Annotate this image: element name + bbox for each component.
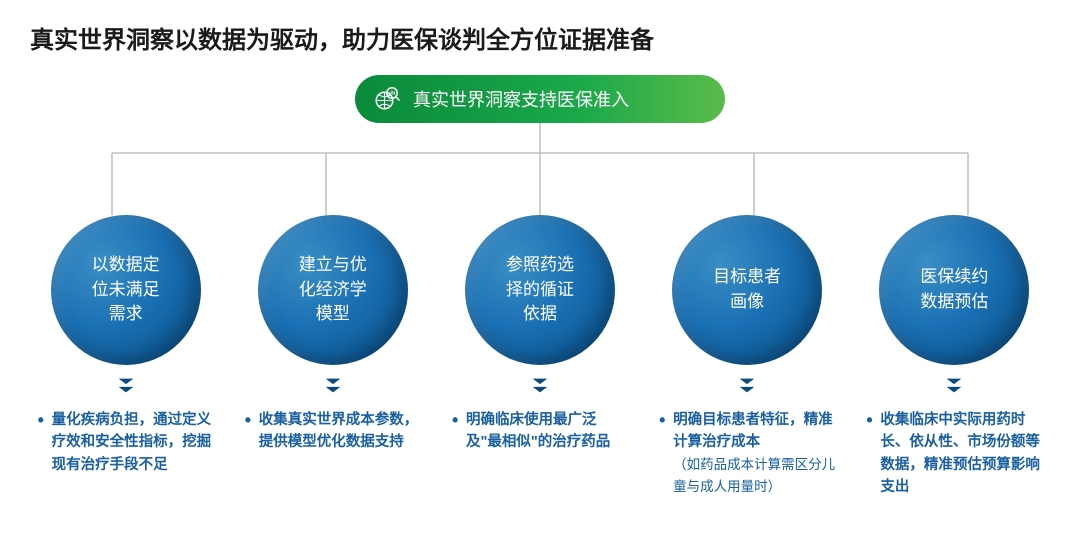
column-3: 参照药选择的循证依据明确临床使用最广泛及"最相似"的治疗药品 [450,215,630,499]
circle-node-3: 参照药选择的循证依据 [465,215,615,365]
circle-text-line: 数据预估 [920,290,988,315]
bullet-text-4: 明确目标患者特征，精准计算治疗成本（如药品成本计算需区分儿童与成人用量时） [657,409,837,499]
header-label: 真实世界洞察支持医保准入 [413,86,629,112]
column-5: 医保续约数据预估收集临床中实际用药时长、依从性、市场份额等数据，精准预估预算影响… [864,215,1044,499]
column-1: 以数据定位未满足需求量化疾病负担，通过定义疗效和安全性指标，挖掘现有治疗手段不足 [36,215,216,499]
circle-text-line: 参照药选 [506,253,574,278]
circle-text-line: 目标患者 [713,265,781,290]
circle-text-line: 需求 [109,302,143,327]
page-title: 真实世界洞察以数据为驱动，助力医保谈判全方位证据准备 [0,0,1080,55]
bullet-subtext: （如药品成本计算需区分儿童与成人用量时） [673,457,835,494]
circle-node-4: 目标患者画像 [672,215,822,365]
circle-text-line: 择的循证 [506,278,574,303]
chevron-down-icon [115,375,137,397]
circle-text-line: 以数据定 [92,253,160,278]
circle-text-line: 模型 [316,302,350,327]
globe-analytics-icon [371,84,401,114]
circle-text-line: 医保续约 [920,265,988,290]
bullet-text-3: 明确临床使用最广泛及"最相似"的治疗药品 [450,409,630,454]
bullet-text-5: 收集临床中实际用药时长、依从性、市场份额等数据，精准预估预算影响支出 [864,409,1044,499]
bullet-text-1: 量化疾病负担，通过定义疗效和安全性指标，挖掘现有治疗手段不足 [36,409,216,476]
column-2: 建立与优化经济学模型收集真实世界成本参数，提供模型优化数据支持 [243,215,423,499]
circle-text-line: 画像 [730,290,764,315]
circle-text-line: 化经济学 [299,278,367,303]
circle-text-line: 依据 [523,302,557,327]
chevron-down-icon [529,375,551,397]
header-pill: 真实世界洞察支持医保准入 [355,75,725,123]
column-4: 目标患者画像明确目标患者特征，精准计算治疗成本（如药品成本计算需区分儿童与成人用… [657,215,837,499]
circle-node-5: 医保续约数据预估 [879,215,1029,365]
circle-node-2: 建立与优化经济学模型 [258,215,408,365]
chevron-down-icon [943,375,965,397]
columns-row: 以数据定位未满足需求量化疾病负担，通过定义疗效和安全性指标，挖掘现有治疗手段不足… [0,215,1080,499]
bullet-text-2: 收集真实世界成本参数，提供模型优化数据支持 [243,409,423,454]
chevron-down-icon [322,375,344,397]
circle-text-line: 建立与优 [299,253,367,278]
circle-node-1: 以数据定位未满足需求 [51,215,201,365]
circle-text-line: 位未满足 [92,278,160,303]
diagram-container: 真实世界洞察支持医保准入 以数据定位未满足需求量化疾病负担，通过定义疗效和安全性… [0,55,1080,75]
chevron-down-icon [736,375,758,397]
